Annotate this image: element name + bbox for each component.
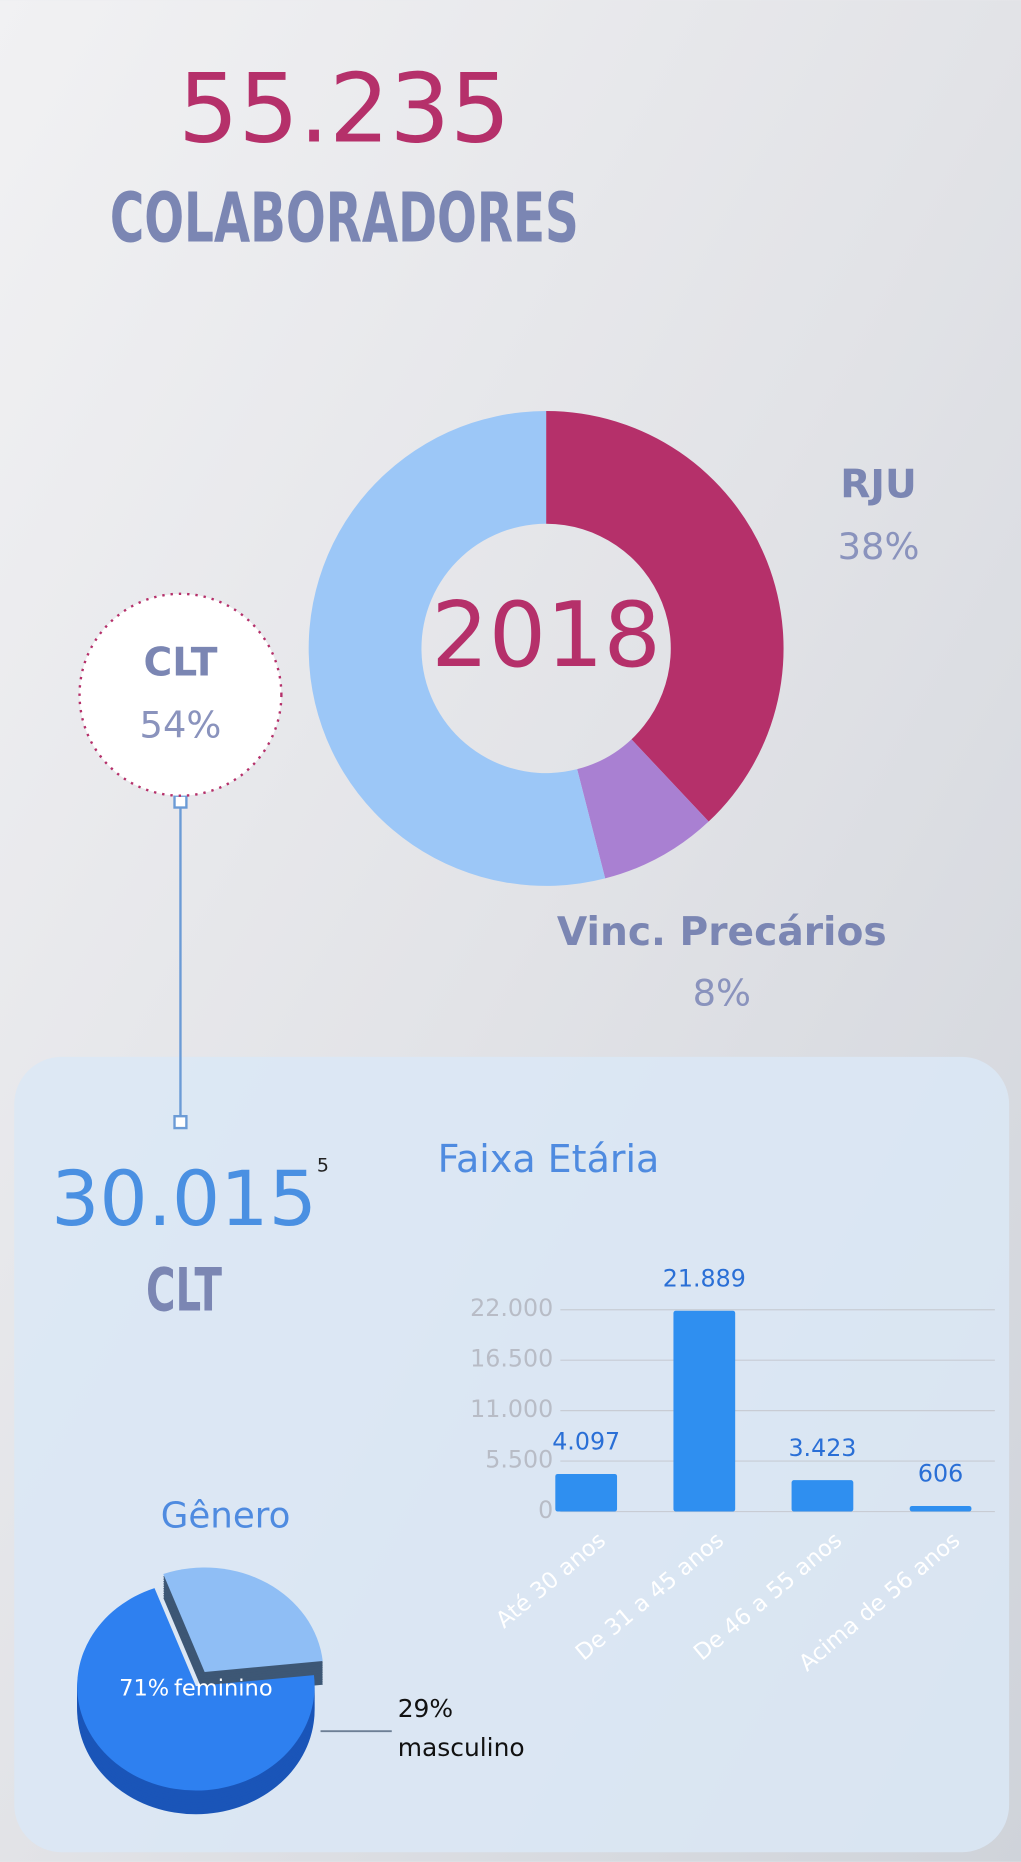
y-tick-label: 5.500 bbox=[485, 1446, 553, 1474]
slice-value: 8% bbox=[693, 972, 751, 1015]
slice-value: 38% bbox=[838, 525, 920, 568]
clt-label: CLT bbox=[146, 1255, 222, 1324]
y-tick-label: 11.000 bbox=[470, 1395, 553, 1423]
infographic: 55.235 COLABORADORES 30.015 5 CLT 2018 RJ… bbox=[0, 0, 1021, 1862]
slice-label: RJU bbox=[840, 462, 917, 507]
page: {"header": {"total": "55.235", "label": … bbox=[0, 0, 1021, 1862]
donut-center-label: 2018 bbox=[431, 583, 661, 688]
chart-title: Gênero bbox=[161, 1495, 291, 1536]
connector-node bbox=[175, 1116, 187, 1128]
slice-value: 29% bbox=[398, 1694, 453, 1723]
y-tick-label: 16.500 bbox=[470, 1345, 553, 1373]
value-label: 21.889 bbox=[663, 1264, 746, 1292]
chart-title: Faixa Etária bbox=[438, 1137, 660, 1181]
slice-value: 54% bbox=[140, 703, 222, 746]
clt-count: 30.015 bbox=[51, 1154, 317, 1243]
slice-value: 71% bbox=[119, 1675, 169, 1701]
slice-label: CLT bbox=[143, 641, 217, 686]
footnote: 5 bbox=[317, 1155, 329, 1177]
value-label: 606 bbox=[918, 1460, 963, 1488]
slice-category: masculino bbox=[398, 1733, 525, 1762]
value-label: 3.423 bbox=[788, 1434, 856, 1462]
y-tick-label: 22.000 bbox=[470, 1294, 553, 1322]
bar bbox=[910, 1506, 972, 1512]
bar bbox=[792, 1480, 854, 1511]
value-label: 4.097 bbox=[552, 1428, 620, 1456]
slice-label: 71%feminino bbox=[119, 1675, 273, 1701]
connector-node bbox=[175, 796, 187, 808]
bar bbox=[673, 1311, 735, 1512]
label-bubble bbox=[80, 594, 282, 796]
total-count: 55.235 bbox=[178, 54, 510, 164]
y-tick-label: 0 bbox=[538, 1496, 553, 1524]
bar bbox=[555, 1474, 617, 1512]
slice-label: Vinc. Precários bbox=[557, 910, 887, 955]
total-label: COLABORADORES bbox=[110, 178, 579, 258]
slice-category: feminino bbox=[174, 1675, 273, 1701]
